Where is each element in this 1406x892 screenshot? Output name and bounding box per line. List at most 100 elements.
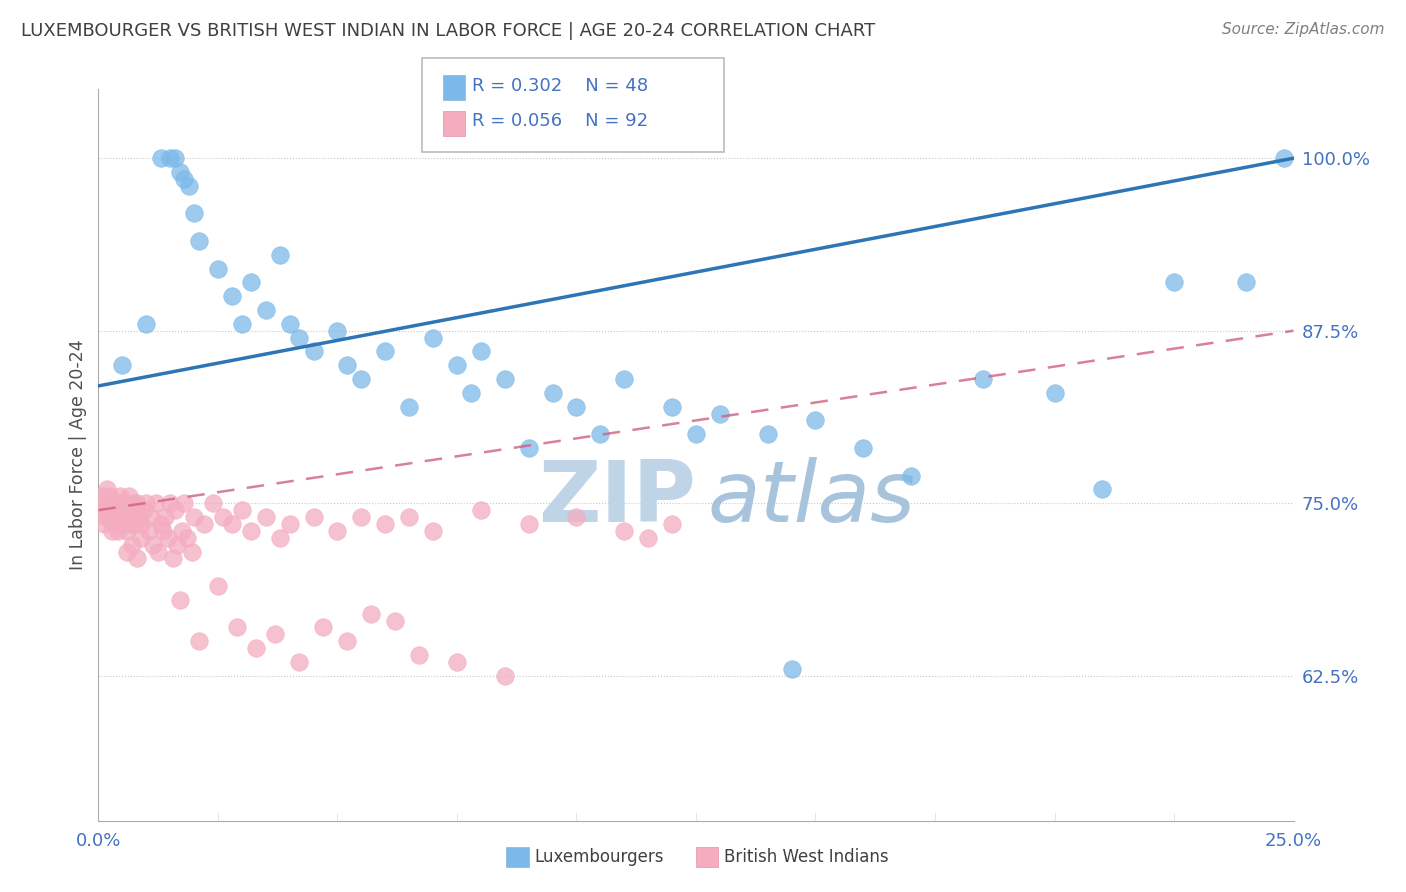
Point [131,531,153,545]
Point [384,614,406,628]
Point [517,516,540,531]
Point [103,503,125,517]
Point [169,592,191,607]
Point [207,261,229,276]
Point [422,330,444,344]
Point [661,516,683,531]
Point [111,496,134,510]
Point [110,510,132,524]
Point [398,400,420,414]
Point [254,510,277,524]
Point [152,524,174,538]
Point [105,496,128,510]
Point [565,400,588,414]
Point [326,324,349,338]
Point [125,551,148,566]
Point [470,344,492,359]
Point [118,489,141,503]
Text: Source: ZipAtlas.com: Source: ZipAtlas.com [1222,22,1385,37]
Point [408,648,430,662]
Point [326,524,349,538]
Point [193,516,215,531]
Point [288,330,311,344]
Point [125,503,148,517]
Point [804,413,827,427]
Point [1234,276,1257,290]
Point [637,531,659,545]
Point [460,385,482,400]
Point [162,551,184,566]
Point [240,524,263,538]
Point [226,620,249,634]
Point [852,441,875,455]
Point [207,579,229,593]
Point [336,358,359,372]
Point [589,427,612,442]
Point [183,510,205,524]
Point [288,655,311,669]
Point [231,503,253,517]
Point [278,317,301,331]
Point [145,496,167,510]
Text: ZIP: ZIP [538,458,696,541]
Point [149,151,172,165]
Y-axis label: In Labor Force | Age 20-24: In Labor Force | Age 20-24 [69,340,87,570]
Point [494,669,516,683]
Point [374,516,396,531]
Point [350,510,373,524]
Point [269,531,291,545]
Point [972,372,994,386]
Point [108,489,131,503]
Point [148,544,170,558]
Point [398,510,420,524]
Point [94,510,117,524]
Point [156,531,179,545]
Point [97,510,120,524]
Point [245,641,267,656]
Point [169,165,191,179]
Point [312,620,335,634]
Point [517,441,540,455]
Point [114,503,136,517]
Point [135,496,157,510]
Point [149,516,172,531]
Point [142,538,165,552]
Point [180,544,202,558]
Text: British West Indians: British West Indians [724,848,889,866]
Text: LUXEMBOURGER VS BRITISH WEST INDIAN IN LABOR FORCE | AGE 20-24 CORRELATION CHART: LUXEMBOURGER VS BRITISH WEST INDIAN IN L… [21,22,876,40]
Point [125,496,148,510]
Point [264,627,287,641]
Text: atlas: atlas [709,458,915,541]
Point [96,483,118,497]
Point [756,427,779,442]
Point [221,516,243,531]
Point [1163,276,1185,290]
Point [1091,483,1114,497]
Point [302,510,325,524]
Text: R = 0.056    N = 92: R = 0.056 N = 92 [472,112,648,130]
Point [565,510,588,524]
Point [120,516,142,531]
Point [900,468,922,483]
Point [159,496,181,510]
Point [101,496,124,510]
Point [107,510,129,524]
Point [211,510,233,524]
Point [117,510,139,524]
Point [709,407,731,421]
Point [115,544,138,558]
Point [131,516,153,531]
Point [613,524,636,538]
Point [187,634,209,648]
Point [98,489,122,503]
Point [613,372,636,386]
Point [115,524,138,538]
Point [163,503,186,517]
Point [446,655,468,669]
Point [101,524,124,538]
Point [360,607,382,621]
Point [221,289,243,303]
Point [685,427,707,442]
Point [278,516,301,531]
Point [91,489,114,503]
